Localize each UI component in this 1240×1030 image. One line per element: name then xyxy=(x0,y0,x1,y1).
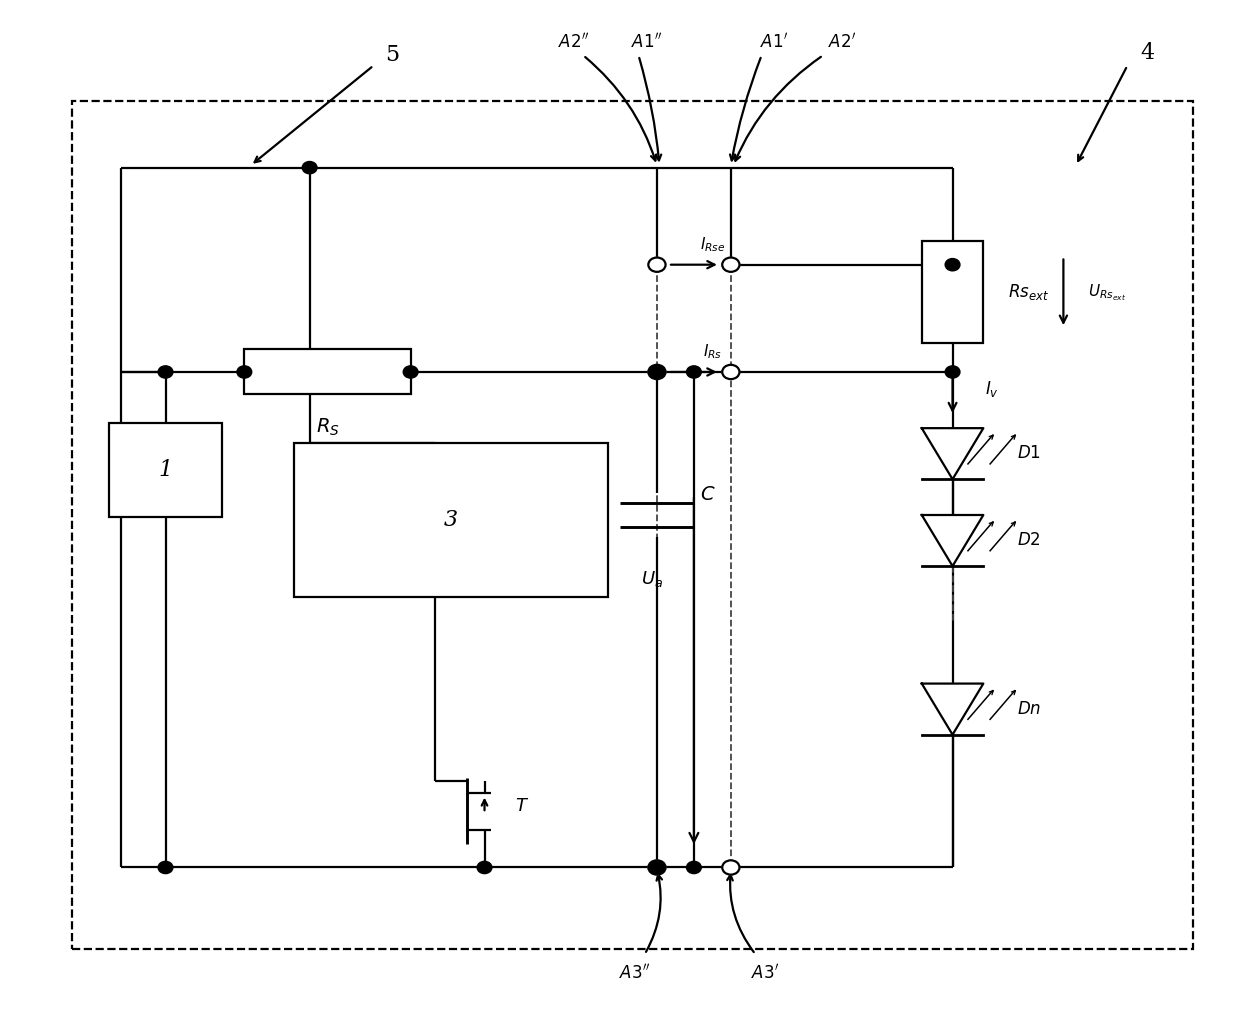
Circle shape xyxy=(649,365,666,379)
Circle shape xyxy=(650,861,665,873)
Circle shape xyxy=(722,258,739,272)
Circle shape xyxy=(722,365,739,379)
Circle shape xyxy=(945,366,960,378)
Text: $D2$: $D2$ xyxy=(1017,533,1040,549)
Text: $A2''$: $A2''$ xyxy=(558,33,589,52)
Text: 4: 4 xyxy=(1140,42,1154,64)
Circle shape xyxy=(945,259,960,271)
Circle shape xyxy=(303,162,317,174)
Text: $T$: $T$ xyxy=(516,797,529,815)
Circle shape xyxy=(159,366,172,378)
Text: $U_{Rs_{ext}}$: $U_{Rs_{ext}}$ xyxy=(1087,282,1126,303)
Bar xyxy=(109,423,222,517)
Text: 3: 3 xyxy=(444,509,458,531)
Text: $A2'$: $A2'$ xyxy=(827,33,856,52)
Text: $I_{Rse}$: $I_{Rse}$ xyxy=(699,235,725,253)
Text: $R_S$: $R_S$ xyxy=(316,417,340,438)
Bar xyxy=(244,349,410,394)
Circle shape xyxy=(403,366,418,378)
Text: $D1$: $D1$ xyxy=(1017,445,1040,462)
Circle shape xyxy=(159,861,172,873)
Text: 5: 5 xyxy=(386,44,399,66)
Text: 1: 1 xyxy=(159,459,172,481)
Circle shape xyxy=(477,861,492,873)
Text: $I_v$: $I_v$ xyxy=(985,379,998,400)
Circle shape xyxy=(237,366,252,378)
Text: $A3'$: $A3'$ xyxy=(751,963,780,983)
Circle shape xyxy=(650,366,665,378)
Circle shape xyxy=(649,860,666,874)
Polygon shape xyxy=(921,684,983,734)
Polygon shape xyxy=(921,515,983,566)
Text: $I_{Rs}$: $I_{Rs}$ xyxy=(703,342,722,360)
Circle shape xyxy=(687,366,702,378)
Text: $A1''$: $A1''$ xyxy=(631,33,662,52)
Text: $A3''$: $A3''$ xyxy=(619,963,651,983)
Circle shape xyxy=(649,258,666,272)
Bar xyxy=(294,444,608,596)
Text: $A1'$: $A1'$ xyxy=(760,33,787,52)
Polygon shape xyxy=(921,428,983,479)
Text: $Rs_{ext}$: $Rs_{ext}$ xyxy=(1008,282,1049,302)
Text: $U_a$: $U_a$ xyxy=(641,569,663,589)
Bar xyxy=(921,241,983,343)
Text: $C$: $C$ xyxy=(701,485,715,504)
Text: $Dn$: $Dn$ xyxy=(1017,700,1040,718)
Bar xyxy=(72,101,1193,950)
Circle shape xyxy=(722,860,739,874)
Circle shape xyxy=(687,861,702,873)
